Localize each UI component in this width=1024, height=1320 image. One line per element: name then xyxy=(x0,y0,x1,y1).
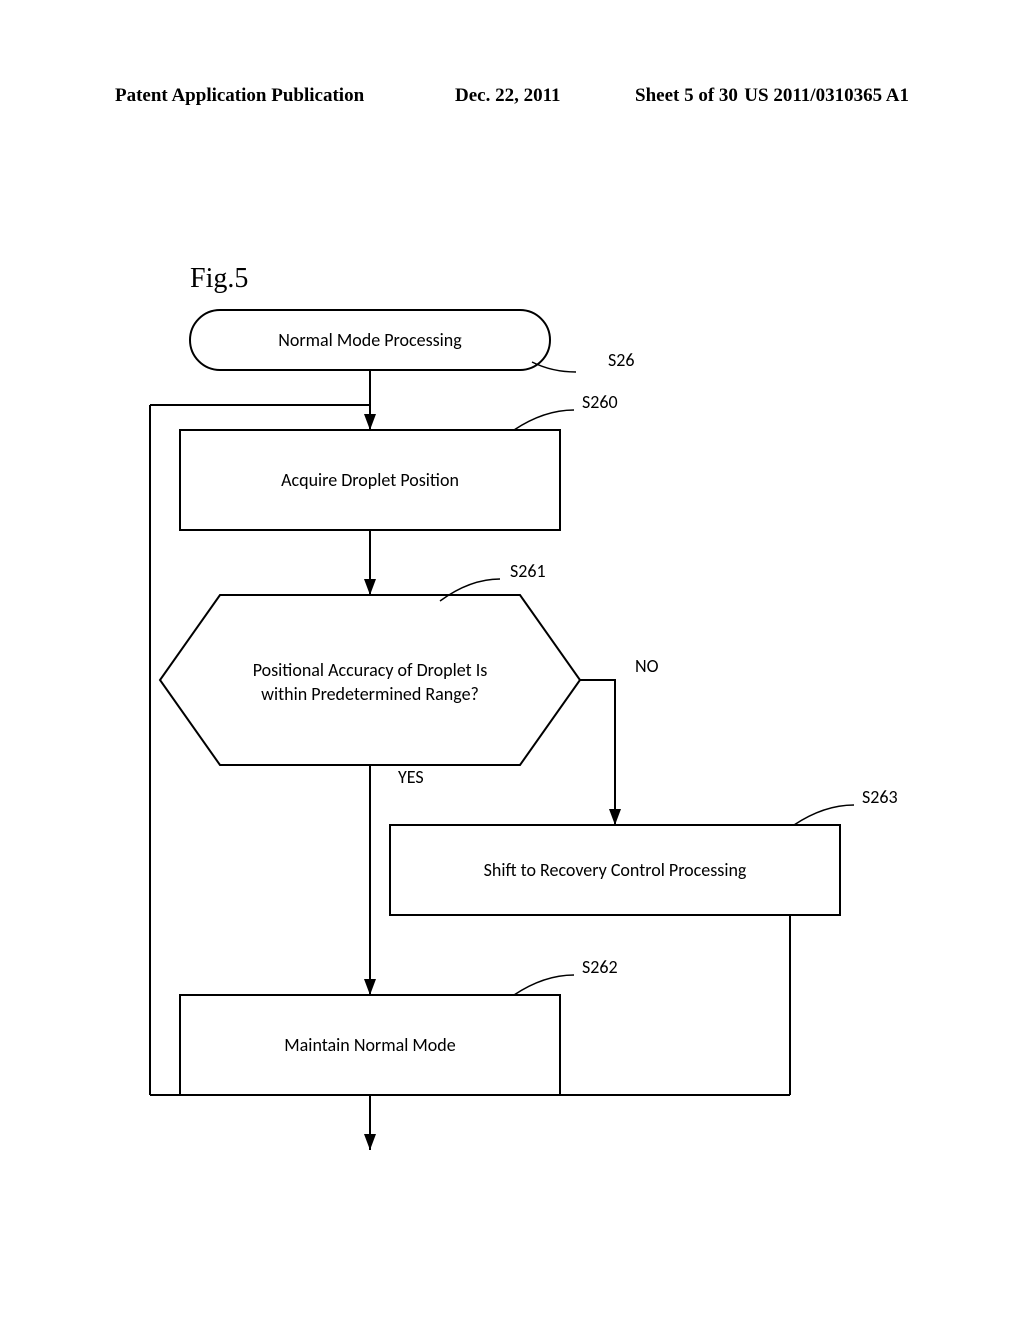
svg-text:Normal Mode Processing: Normal Mode Processing xyxy=(278,329,462,351)
svg-text:within Predetermined Range?: within Predetermined Range? xyxy=(261,683,479,705)
svg-text:S263: S263 xyxy=(862,786,898,808)
flowchart-svg: YES NO Normal Mode Processing S26 Acquire Dr… xyxy=(0,0,1024,1320)
svg-text:Maintain Normal Mode: Maintain Normal Mode xyxy=(284,1034,455,1056)
svg-text:YES: YES xyxy=(398,766,424,788)
svg-text:S262: S262 xyxy=(582,956,618,978)
svg-text:Shift to Recovery Control Proc: Shift to Recovery Control Processing xyxy=(484,859,747,881)
svg-text:Positional Accuracy of Droplet: Positional Accuracy of Droplet Is xyxy=(253,659,488,681)
svg-text:Acquire Droplet Position: Acquire Droplet Position xyxy=(281,469,459,491)
svg-text:S26: S26 xyxy=(608,349,635,371)
svg-text:NO: NO xyxy=(635,655,659,677)
svg-text:S261: S261 xyxy=(510,560,546,582)
svg-text:S260: S260 xyxy=(582,391,618,413)
